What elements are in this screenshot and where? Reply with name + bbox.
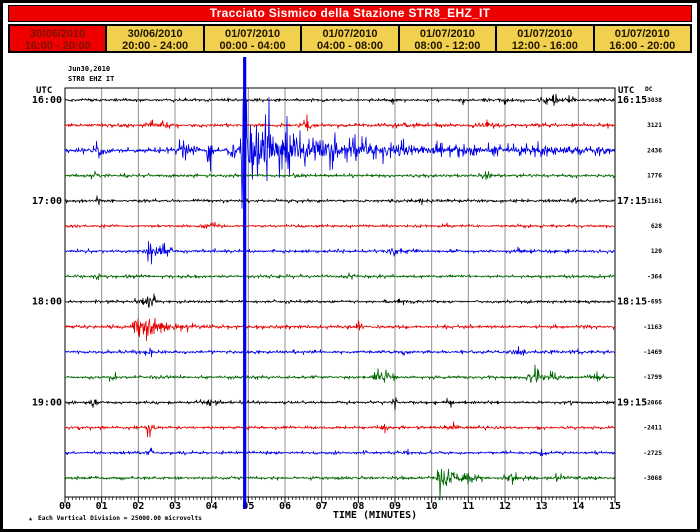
x-tick-label: 06 [279,501,291,512]
x-tick-label: 01 [96,501,108,512]
seismogram-trace-1900 [64,397,615,411]
seismogram-trace-1845 [64,364,616,384]
tab-timerange-5[interactable]: 01/07/2010 12:00 - 16:00 [495,24,595,53]
tab-date: 01/07/2010 [517,28,573,40]
dc-offset-value: -364 [647,273,662,280]
hour-label-right: 17:15 [617,196,647,207]
x-tick-label: 10 [426,501,438,512]
seismogram-trace-1800 [64,293,616,308]
dc-offset-value: -2411 [643,425,662,432]
seismogram-trace-1600 [64,93,616,107]
x-tick-label: 14 [572,501,584,512]
tab-date: 30/06/2010 [30,28,86,40]
seismogram-trace-1915 [64,421,616,438]
x-tick-label: 15 [609,501,621,512]
x-tick-label: 02 [132,501,144,512]
tab-timerange-2[interactable]: 01/07/2010 00:00 - 04:00 [202,24,303,53]
x-tick-label: 03 [169,501,181,512]
tab-hours: 12:00 - 16:00 [511,40,578,52]
dc-offset-value: -695 [647,299,662,306]
x-tick-label: 00 [59,501,71,512]
page-title: Tracciato Sismico della Stazione STR8_EH… [8,5,692,22]
dc-offset-value: -1799 [643,374,662,381]
seismogram-trace-1715 [64,221,616,229]
x-tick-label: 13 [536,501,548,512]
tab-timerange-1[interactable]: 30/06/2010 20:00 - 24:00 [105,24,205,53]
tab-timerange-3[interactable]: 01/07/2010 04:00 - 08:00 [300,24,400,53]
hour-label-left: 17:00 [32,196,62,207]
seismogram-trace-1830 [64,346,616,358]
dc-offset-value: -2725 [643,450,662,457]
dc-offset-value: 3038 [647,97,662,104]
dc-offset-value: -1469 [643,349,662,356]
dc-offset-value: 628 [651,223,662,230]
x-tick-label: 09 [389,501,401,512]
seismogram-trace-1645 [64,170,616,181]
hour-label-right: 18:15 [617,297,647,308]
tab-hours: 16:00 - 20:00 [24,40,91,52]
utc-left-header: UTC [36,86,52,96]
x-tick-label: 08 [352,501,364,512]
seismogram-trace-1630 [64,92,616,209]
hour-label-left: 19:00 [32,397,62,408]
dc-offset-value: 2436 [647,147,662,154]
hour-label-right: 19:15 [617,397,647,408]
tab-hours: 04:00 - 08:00 [316,40,383,52]
tab-date: 01/07/2010 [322,28,378,40]
dc-offset-value: 120 [651,248,662,255]
tab-hours: 08:00 - 12:00 [414,40,481,52]
dc-column-header: DC [645,86,653,93]
utc-right-header: UTC [618,86,634,96]
x-tick-label: 04 [206,501,218,512]
tab-date: 30/06/2010 [127,28,183,40]
hour-label-right: 16:15 [617,95,647,106]
tab-timerange-6[interactable]: 01/07/2010 16:00 - 20:00 [592,24,692,53]
tab-date: 01/07/2010 [225,28,281,40]
dc-offset-value: 1776 [647,173,662,180]
seismogram-trace-1700 [64,195,616,206]
seismogram-trace-1815 [64,317,616,342]
tab-bar: 30/06/2010 16:00 - 20:00 30/06/2010 20:00 -… [8,24,692,53]
dc-offset-value: -1163 [643,324,662,331]
seismogram-trace-1930 [64,447,615,457]
seismogram-trace-1615 [64,114,616,132]
seismogram-trace-1945 [64,468,616,501]
tab-date: 01/07/2010 [419,28,475,40]
plot-date-label: Jun30,2010 [68,65,110,73]
x-axis-title: TIME (MINUTES) [333,510,417,521]
dc-offset-value: 3121 [647,122,662,129]
x-tick-label: 11 [462,501,474,512]
dc-offset-value: -2066 [643,399,662,406]
x-tick-label: 07 [316,501,328,512]
footnote-marker-icon: ▲ [29,516,32,522]
tab-hours: 00:00 - 04:00 [219,40,286,52]
station-id-label: STR8 EHZ IT [68,75,114,83]
dc-offset-value: -3068 [643,475,662,482]
scale-footnote: Each Vertical Division = 25000.00 microv… [38,514,202,522]
tab-hours: 16:00 - 20:00 [609,40,676,52]
x-tick-label: 12 [499,501,511,512]
dc-offset-value: 1161 [647,198,662,205]
x-tick-label: 05 [242,501,254,512]
seismogram-trace-1730 [64,240,616,265]
tab-date: 01/07/2010 [614,28,670,40]
clipped-event-line [243,57,247,509]
tab-timerange-0[interactable]: 30/06/2010 16:00 - 20:00 [8,24,108,53]
hour-label-left: 18:00 [32,297,62,308]
hour-label-left: 16:00 [32,95,62,106]
tab-hours: 20:00 - 24:00 [122,40,189,52]
seismogram-trace-1745 [65,272,616,281]
